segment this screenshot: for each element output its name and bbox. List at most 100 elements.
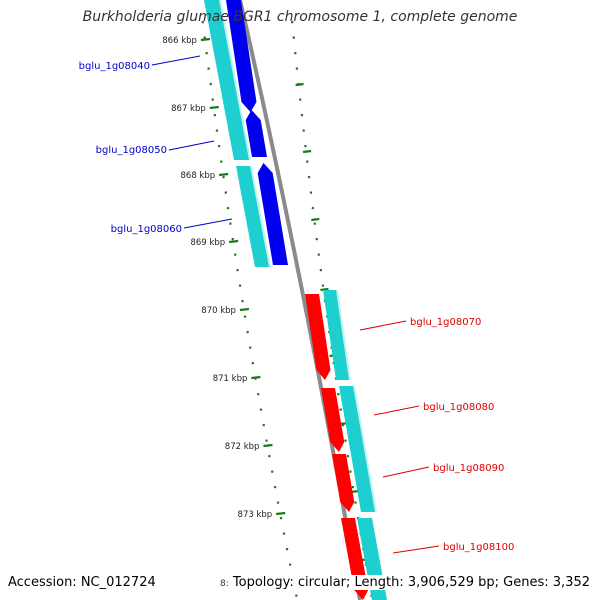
feature-layer	[204, 0, 387, 600]
outer-major-tick	[311, 217, 320, 222]
tick-dot	[205, 51, 208, 55]
tick-dot	[276, 501, 280, 504]
major-tick	[209, 105, 219, 110]
tick-dot	[317, 253, 321, 256]
tick-dot	[313, 222, 317, 225]
outer-major-tick	[302, 149, 312, 154]
gene-label: bglu_1g08070	[410, 317, 481, 328]
outer-major-tick	[320, 287, 329, 292]
tick-dot	[319, 268, 323, 272]
tick-dot	[222, 175, 225, 179]
major-tick	[251, 375, 261, 380]
tick-dot	[211, 98, 214, 101]
major-tick	[263, 443, 273, 448]
tick-dot	[217, 144, 221, 148]
tick-dot	[279, 516, 283, 520]
cds-band-highlight	[250, 165, 271, 268]
tick-dot	[238, 284, 242, 287]
tick-dot	[295, 594, 298, 597]
cds-band-bglu_1g08080	[339, 386, 376, 512]
tick-dot	[273, 485, 277, 489]
major-tick	[276, 511, 286, 516]
tick-dot	[349, 470, 352, 473]
tick-label: 867 kbp	[171, 104, 206, 114]
tick-dot	[241, 299, 244, 303]
cds-band-bglu_1g08070	[323, 290, 350, 380]
tick-dot	[311, 206, 315, 210]
tick-dot	[256, 392, 260, 396]
tick-label: 869 kbp	[190, 238, 225, 248]
major-tick	[200, 37, 211, 42]
gene-leader-line	[168, 140, 215, 151]
tick-dot	[302, 129, 305, 132]
tick-dot	[270, 470, 274, 473]
tick-dot	[321, 284, 325, 287]
cds-band-highlight	[353, 385, 377, 513]
tick-dot	[262, 423, 266, 427]
tick-dot	[265, 439, 268, 442]
tick-dot	[248, 346, 252, 349]
tick-dot	[224, 191, 228, 194]
tick-label: 866 kbp	[162, 36, 197, 46]
major-tick	[219, 172, 229, 177]
major-tick	[239, 307, 250, 312]
tick-dot	[231, 237, 235, 241]
gene-arrow-bglu_1g08090	[332, 454, 355, 512]
tick-dot	[209, 82, 212, 86]
tick-dot	[201, 20, 204, 24]
tick-dot	[298, 98, 302, 101]
gene-leader-line	[382, 466, 430, 478]
tick-dot	[233, 253, 237, 256]
gene-label: bglu_1g08050	[96, 145, 167, 156]
tick-dot	[282, 532, 286, 535]
tick-dot	[315, 237, 319, 241]
tick-dot	[215, 129, 219, 132]
gene-arrow-bglu_1g08040	[226, 0, 257, 112]
tick-dot	[295, 67, 299, 70]
tick-dot	[285, 547, 289, 551]
tick-dot	[339, 408, 342, 411]
map-title: Burkholderia glumae BGR1 chromosome 1, c…	[82, 9, 518, 25]
major-tick	[229, 239, 239, 244]
tick-dot	[251, 361, 255, 365]
backbone-layer	[237, 0, 363, 600]
accession-text: Accession: NC_012724	[8, 575, 156, 590]
cds-band-highlight	[336, 289, 351, 381]
tick-label: 870 kbp	[201, 306, 236, 316]
gene-leader-line	[359, 320, 407, 331]
gene-arrow-bglu_1g08070	[305, 294, 331, 380]
tick-dot	[246, 330, 249, 334]
tick-dot	[354, 501, 357, 504]
tick-dot	[207, 67, 210, 70]
tick-label: 871 kbp	[213, 374, 248, 384]
gene-label: bglu_1g08090	[433, 463, 504, 474]
tick-dot	[306, 160, 309, 163]
tick-dot	[268, 454, 271, 458]
tick-dot	[259, 408, 263, 411]
cds-band-bglu_1g08060	[236, 166, 270, 267]
tick-label: 868 kbp	[181, 171, 216, 181]
cds-band-bglu_1g08040	[204, 0, 250, 160]
gene-leader-line	[151, 55, 201, 66]
tick-dot	[346, 454, 350, 458]
backbone-line	[238, 0, 362, 600]
cds-band-highlight	[219, 0, 251, 161]
tick-dot	[309, 191, 313, 194]
gene-leader-line	[392, 545, 440, 554]
gene-label: bglu_1g08040	[79, 61, 150, 72]
tick-dot	[344, 439, 347, 442]
tick-dot	[290, 20, 294, 24]
tick-dot	[337, 392, 340, 396]
label-layer: 866 kbp 867 kbp 868 kbp 869 kbp 870 kbp 871 k…	[79, 36, 514, 554]
gene-arrow-bglu_1g08050	[245, 110, 267, 157]
tick-dot	[236, 268, 239, 272]
gene-label: bglu_1g08100	[443, 542, 514, 553]
tick-dot	[243, 315, 247, 318]
tick-dot	[300, 113, 304, 117]
tick-dot	[304, 144, 307, 148]
truncated-tick-label: 8:	[220, 579, 229, 589]
tick-dot	[288, 563, 292, 566]
gene-arrow-bglu_1g08060	[257, 163, 288, 265]
gene-label: bglu_1g08080	[423, 402, 494, 413]
